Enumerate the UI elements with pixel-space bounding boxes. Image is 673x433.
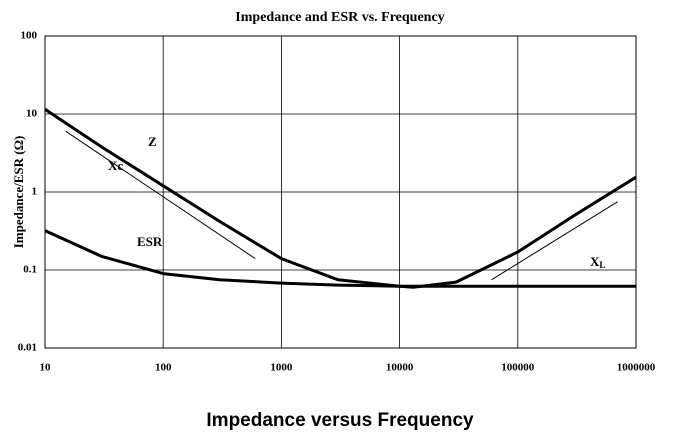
- series-label-text: Xc: [108, 158, 123, 173]
- series-label: XL: [590, 254, 605, 270]
- y-axis-label: Impedance/ESR (Ω): [11, 136, 26, 249]
- plot-frame: [44, 35, 637, 349]
- y-tick-label: 0.1: [23, 264, 37, 276]
- series-label-text: Z: [148, 134, 157, 149]
- series-label: ESR: [137, 234, 163, 249]
- series-line: [65, 130, 256, 260]
- y-tick-label: 0.01: [18, 342, 37, 354]
- x-tick-label: 100: [155, 362, 172, 374]
- series-line: [491, 201, 618, 281]
- x-tick-label: 10000: [386, 362, 414, 374]
- x-tick-label: 1000: [270, 362, 293, 374]
- x-tick-label: 10: [40, 362, 52, 374]
- series-line: [44, 108, 637, 289]
- x-tick-label: 1000000: [617, 362, 656, 374]
- series-label: Xc: [108, 158, 123, 173]
- x-tick-label: 100000: [501, 362, 535, 374]
- series-label: Z: [148, 134, 157, 149]
- series-line: [44, 229, 636, 288]
- caption: Impedance versus Frequency: [206, 410, 474, 431]
- series-label-text: X: [590, 254, 600, 269]
- chart-title: Impedance and ESR vs. Frequency: [235, 10, 444, 25]
- series-label-subscript: L: [599, 260, 605, 270]
- series-label-text: ESR: [137, 234, 163, 249]
- y-tick-label: 10: [26, 108, 38, 120]
- y-tick-label: 100: [21, 30, 38, 42]
- y-tick-label: 1: [32, 186, 38, 198]
